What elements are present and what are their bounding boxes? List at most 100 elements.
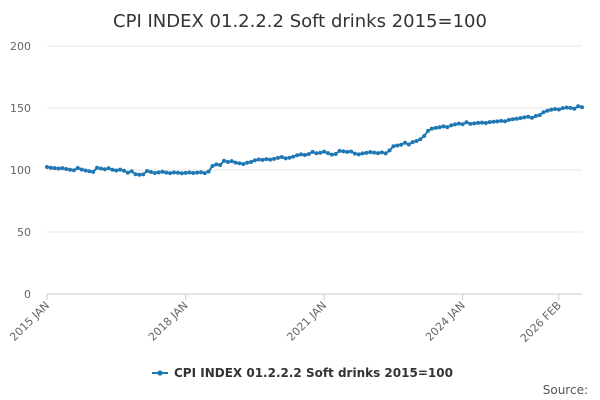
data-point[interactable]	[291, 154, 296, 159]
data-point[interactable]	[491, 119, 496, 124]
data-point[interactable]	[506, 117, 511, 122]
data-point[interactable]	[333, 152, 338, 156]
data-point[interactable]	[106, 166, 111, 171]
data-point[interactable]	[503, 119, 508, 124]
data-point[interactable]	[302, 153, 307, 157]
data-point[interactable]	[306, 152, 311, 157]
data-point[interactable]	[379, 150, 384, 155]
data-point[interactable]	[160, 169, 165, 174]
data-point[interactable]	[152, 170, 157, 175]
data-point[interactable]	[460, 122, 465, 127]
data-point[interactable]	[198, 170, 203, 175]
data-point[interactable]	[52, 166, 57, 171]
data-point[interactable]	[172, 170, 177, 175]
data-point[interactable]	[137, 172, 142, 177]
data-point[interactable]	[71, 168, 76, 173]
data-point[interactable]	[391, 144, 396, 149]
data-point[interactable]	[175, 170, 180, 175]
data-point[interactable]	[118, 167, 123, 172]
data-point[interactable]	[245, 160, 250, 165]
data-point[interactable]	[433, 125, 438, 130]
data-point[interactable]	[576, 104, 581, 109]
data-point[interactable]	[372, 150, 377, 155]
data-point[interactable]	[472, 121, 477, 126]
data-point[interactable]	[402, 140, 407, 145]
data-point[interactable]	[272, 156, 277, 161]
data-point[interactable]	[556, 107, 561, 112]
data-point[interactable]	[148, 169, 153, 174]
data-point[interactable]	[45, 165, 49, 170]
data-point[interactable]	[210, 164, 215, 169]
data-point[interactable]	[514, 116, 519, 121]
data-point[interactable]	[356, 152, 361, 157]
data-point[interactable]	[541, 110, 546, 115]
data-point[interactable]	[252, 158, 257, 163]
series-line[interactable]	[46, 105, 583, 176]
data-point[interactable]	[141, 172, 146, 177]
data-point[interactable]	[195, 170, 200, 175]
data-point[interactable]	[183, 170, 188, 175]
data-point[interactable]	[256, 157, 261, 162]
data-point[interactable]	[310, 149, 315, 154]
data-point[interactable]	[479, 120, 484, 125]
data-point[interactable]	[287, 155, 292, 160]
data-point[interactable]	[299, 152, 304, 157]
data-point[interactable]	[345, 149, 350, 154]
data-point[interactable]	[564, 105, 569, 110]
data-point[interactable]	[237, 161, 242, 166]
data-point[interactable]	[476, 120, 481, 125]
data-point[interactable]	[156, 170, 161, 175]
data-point[interactable]	[268, 157, 273, 162]
legend[interactable]: CPI INDEX 01.2.2.2 Soft drinks 2015=100	[152, 366, 453, 380]
data-point[interactable]	[322, 149, 327, 154]
data-point[interactable]	[495, 119, 500, 124]
data-point[interactable]	[102, 167, 107, 172]
data-point[interactable]	[129, 169, 134, 174]
data-point[interactable]	[468, 121, 473, 126]
data-point[interactable]	[549, 107, 554, 112]
data-point[interactable]	[121, 168, 126, 173]
data-point[interactable]	[410, 140, 415, 145]
data-point[interactable]	[222, 158, 227, 163]
data-point[interactable]	[75, 166, 80, 171]
data-point[interactable]	[352, 151, 357, 156]
data-point[interactable]	[295, 153, 300, 158]
data-point[interactable]	[560, 106, 565, 111]
data-point[interactable]	[164, 170, 169, 175]
data-point[interactable]	[426, 128, 431, 133]
data-point[interactable]	[179, 171, 184, 176]
data-point[interactable]	[264, 157, 269, 162]
data-point[interactable]	[187, 170, 192, 175]
data-point[interactable]	[580, 105, 584, 110]
data-point[interactable]	[233, 160, 238, 165]
data-point[interactable]	[406, 142, 411, 147]
data-point[interactable]	[145, 168, 150, 173]
data-point[interactable]	[452, 122, 457, 127]
data-point[interactable]	[241, 162, 246, 167]
data-point[interactable]	[98, 166, 103, 171]
data-point[interactable]	[318, 150, 323, 155]
data-point[interactable]	[168, 171, 173, 176]
data-point[interactable]	[510, 117, 515, 122]
data-point[interactable]	[275, 155, 280, 160]
data-point[interactable]	[79, 167, 84, 172]
data-point[interactable]	[83, 168, 88, 173]
data-point[interactable]	[429, 126, 434, 131]
data-point[interactable]	[360, 151, 365, 156]
data-point[interactable]	[202, 171, 207, 176]
data-point[interactable]	[395, 143, 400, 148]
data-point[interactable]	[387, 148, 392, 153]
data-point[interactable]	[445, 125, 450, 130]
series-plot[interactable]	[45, 104, 584, 177]
data-point[interactable]	[191, 170, 196, 175]
data-point[interactable]	[418, 137, 423, 142]
data-point[interactable]	[456, 121, 461, 126]
data-point[interactable]	[95, 165, 100, 170]
data-point[interactable]	[125, 170, 130, 175]
data-point[interactable]	[337, 148, 342, 153]
data-point[interactable]	[487, 120, 492, 125]
data-point[interactable]	[283, 156, 288, 161]
data-point[interactable]	[91, 169, 96, 174]
data-point[interactable]	[533, 114, 538, 119]
data-point[interactable]	[64, 167, 69, 172]
